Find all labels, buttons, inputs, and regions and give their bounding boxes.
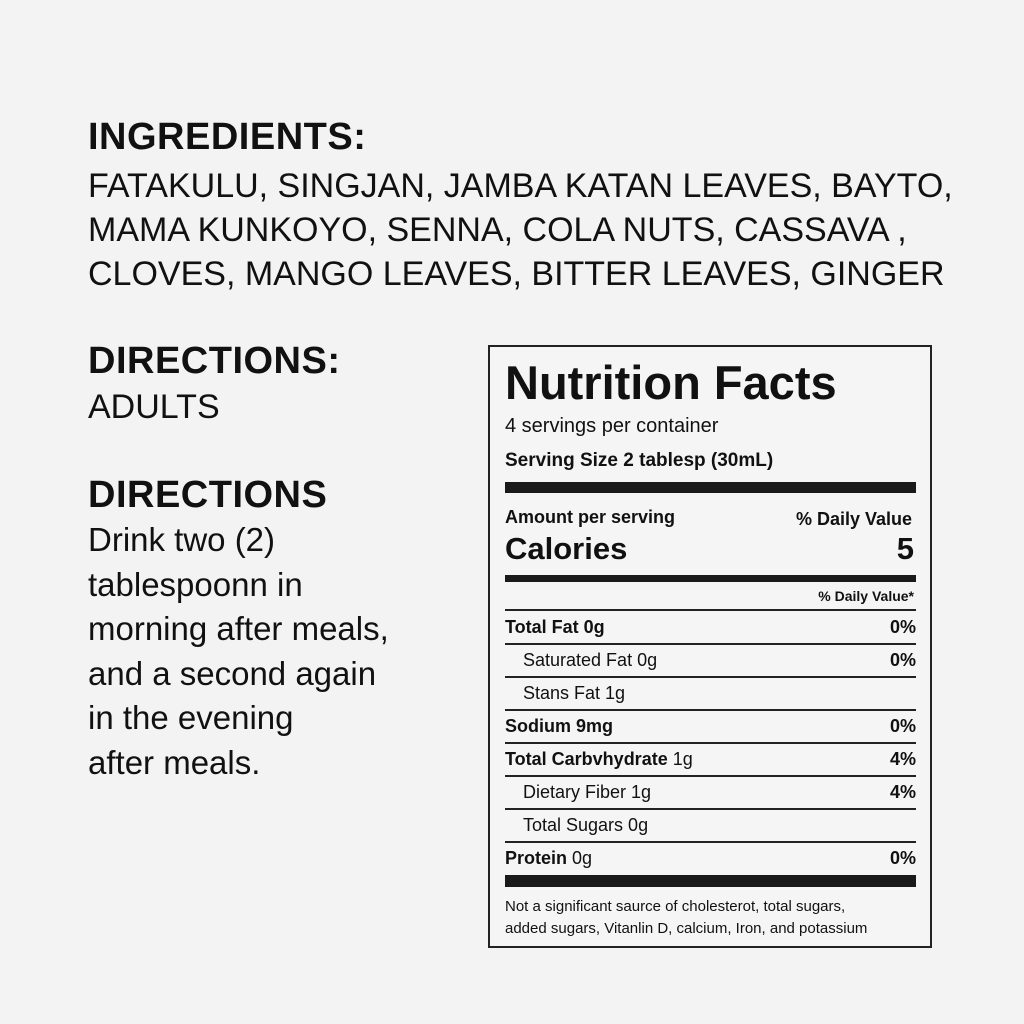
serving-size: Serving Size 2 tablesp (30mL): [505, 450, 774, 471]
divider: [505, 841, 916, 843]
nutrient-label: Dietary Fiber 1g: [523, 776, 651, 808]
directions-text: Drink two (2) tablespoonn in morning aft…: [88, 518, 389, 785]
nutrient-label: Saturated Fat 0g: [523, 644, 657, 676]
footnote-line: added sugars, Vitanlin D, calcium, Iron,…: [505, 920, 868, 937]
divider: [505, 643, 916, 645]
nutrient-row: Total Fat 0g 0%: [505, 611, 916, 643]
nutrition-facts-panel: Nutrition Facts 4 servings per container…: [488, 345, 932, 948]
directions-line: and a second again: [88, 654, 377, 692]
nutrient-row: Dietary Fiber 1g 4%: [505, 776, 916, 808]
nutrient-label-amount: 1g: [667, 749, 693, 769]
nutrient-label-bold: Total Fat 0g: [505, 617, 605, 637]
ingredients-list: FATAKULU, SINGJAN, JAMBA KATAN LEAVES, B…: [88, 164, 953, 296]
nutrient-label: Sodium 9mg: [505, 710, 613, 742]
nutrient-daily-value: 4%: [889, 749, 916, 769]
divider-thick: [505, 875, 916, 887]
nutrient-label: Total Sugars 0g: [523, 809, 648, 841]
nutrient-daily-value: 4%: [889, 782, 916, 802]
amount-per-serving: Amount per serving: [505, 507, 676, 527]
directions-line: after meals.: [88, 743, 261, 781]
nutrient-row: Total Sugars 0g: [505, 809, 916, 841]
nutrient-label-bold: Total Carbvhydrate: [505, 749, 668, 769]
nutrient-row: Saturated Fat 0g 0%: [505, 644, 916, 676]
nutrient-label-amount: Saturated Fat 0g: [523, 650, 658, 670]
nutrient-label-bold: Protein: [505, 848, 568, 868]
footnote: Not a significant saurce of cholesterot,…: [505, 896, 916, 940]
nutrient-daily-value: 0%: [889, 617, 916, 637]
daily-value-label-2: % Daily Value*: [818, 588, 914, 604]
divider: [505, 742, 916, 744]
ingredients-heading: INGREDIENTS:: [88, 116, 367, 158]
directions-heading-2: DIRECTIONS: [88, 474, 328, 516]
nutrient-label-amount: Dietary Fiber 1g: [523, 782, 652, 802]
nutrient-daily-value: 0%: [889, 848, 916, 868]
nutrient-row: Sodium 9mg 0%: [505, 710, 916, 742]
nutrient-daily-value: 0%: [889, 716, 916, 736]
nutrient-label: Total Fat 0g: [505, 611, 605, 643]
footnote-line: Not a significant saurce of cholesterot,…: [505, 898, 846, 915]
nutrient-label-amount: 0g: [567, 848, 593, 868]
nutrient-label-amount: Stans Fat 1g: [523, 683, 626, 703]
directions-line: morning after meals,: [88, 610, 389, 647]
divider: [505, 808, 916, 810]
nutrient-label-amount: Total Sugars 0g: [523, 815, 649, 835]
ingredients-line: CLOVES, MANGO LEAVES, BITTER LEAVES, GIN…: [88, 255, 945, 293]
nutrient-daily-value: 0%: [889, 650, 916, 670]
directions-heading: DIRECTIONS:: [88, 340, 341, 382]
divider: [505, 775, 916, 777]
nutrient-label: Total Carbvhydrate 1g: [505, 743, 693, 775]
ingredients-line: MAMA KUNKOYO, SENNA, COLA NUTS, CASSAVA …: [88, 211, 907, 249]
servings-per-container: 4 servings per container: [505, 415, 719, 437]
nutrient-label: Stans Fat 1g: [523, 677, 625, 709]
nutrient-label-bold: Sodium 9mg: [505, 716, 614, 736]
directions-audience: ADULTS: [88, 388, 220, 426]
ingredients-line: FATAKULU, SINGJAN, JAMBA KATAN LEAVES, B…: [88, 167, 953, 205]
nutrition-title: Nutrition Facts: [505, 356, 837, 409]
nutrient-row: Total Carbvhydrate 1g 4%: [505, 743, 916, 775]
divider: [505, 709, 916, 711]
nutrient-label: Protein 0g: [505, 842, 592, 874]
nutrient-row: Protein 0g 0%: [505, 842, 916, 874]
divider: [505, 609, 916, 611]
divider-thick: [505, 482, 916, 493]
directions-line: in the evening: [88, 699, 294, 736]
calories-label: Calories: [505, 531, 628, 566]
directions-line: tablespoonn in: [88, 565, 303, 603]
daily-value-label: % Daily Value: [795, 509, 912, 529]
calories-value: 5: [896, 531, 914, 566]
divider: [505, 676, 916, 678]
directions-line: Drink two (2): [88, 521, 276, 558]
divider-medium: [505, 575, 916, 582]
nutrient-row: Stans Fat 1g: [505, 677, 916, 709]
